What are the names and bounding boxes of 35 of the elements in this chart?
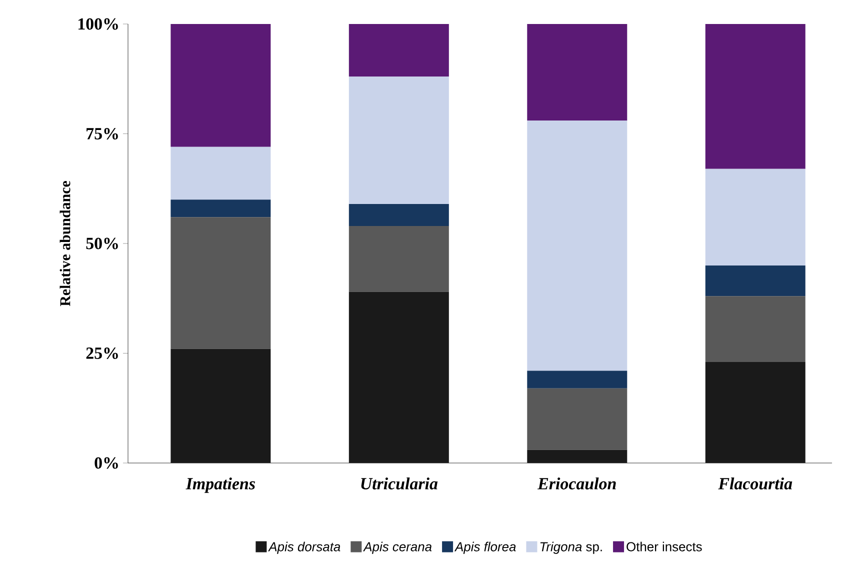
legend-label: Apis dorsata	[268, 542, 340, 554]
bar	[348, 24, 449, 77]
bar	[705, 24, 806, 169]
bar	[705, 362, 806, 463]
x-tick-label: Eriocaulon	[537, 478, 616, 490]
bar	[348, 226, 449, 292]
bar	[527, 120, 628, 371]
bar	[348, 204, 449, 226]
bar	[170, 200, 271, 218]
legend-label: Trigona sp.	[540, 542, 602, 554]
bar	[170, 146, 271, 200]
bar	[527, 450, 628, 463]
legend-label: Apis cerana	[363, 542, 432, 554]
bar	[170, 24, 271, 147]
y-tick-label: 0%	[94, 457, 118, 469]
bar	[348, 292, 449, 463]
bar	[527, 24, 628, 121]
y-tick-label: 25%	[86, 348, 118, 359]
bar	[705, 265, 806, 296]
legend-label: Apis florea	[454, 542, 516, 554]
bar	[348, 76, 449, 204]
x-tick-label: Impatiens	[186, 478, 255, 493]
bar	[527, 370, 628, 388]
legend-label: Other insects	[626, 542, 702, 552]
bar	[527, 388, 628, 450]
y-axis-title: Relative abundance	[60, 180, 70, 306]
x-tick-label: Flacourtia	[718, 478, 792, 490]
bar	[170, 348, 271, 463]
y-tick-label: 100%	[78, 18, 118, 30]
bar	[705, 296, 806, 362]
y-tick-label: 75%	[86, 128, 118, 140]
x-tick-label: Utricularia	[361, 478, 438, 490]
y-tick-label: 50%	[86, 238, 118, 250]
bar	[705, 168, 806, 266]
bar	[170, 217, 271, 349]
